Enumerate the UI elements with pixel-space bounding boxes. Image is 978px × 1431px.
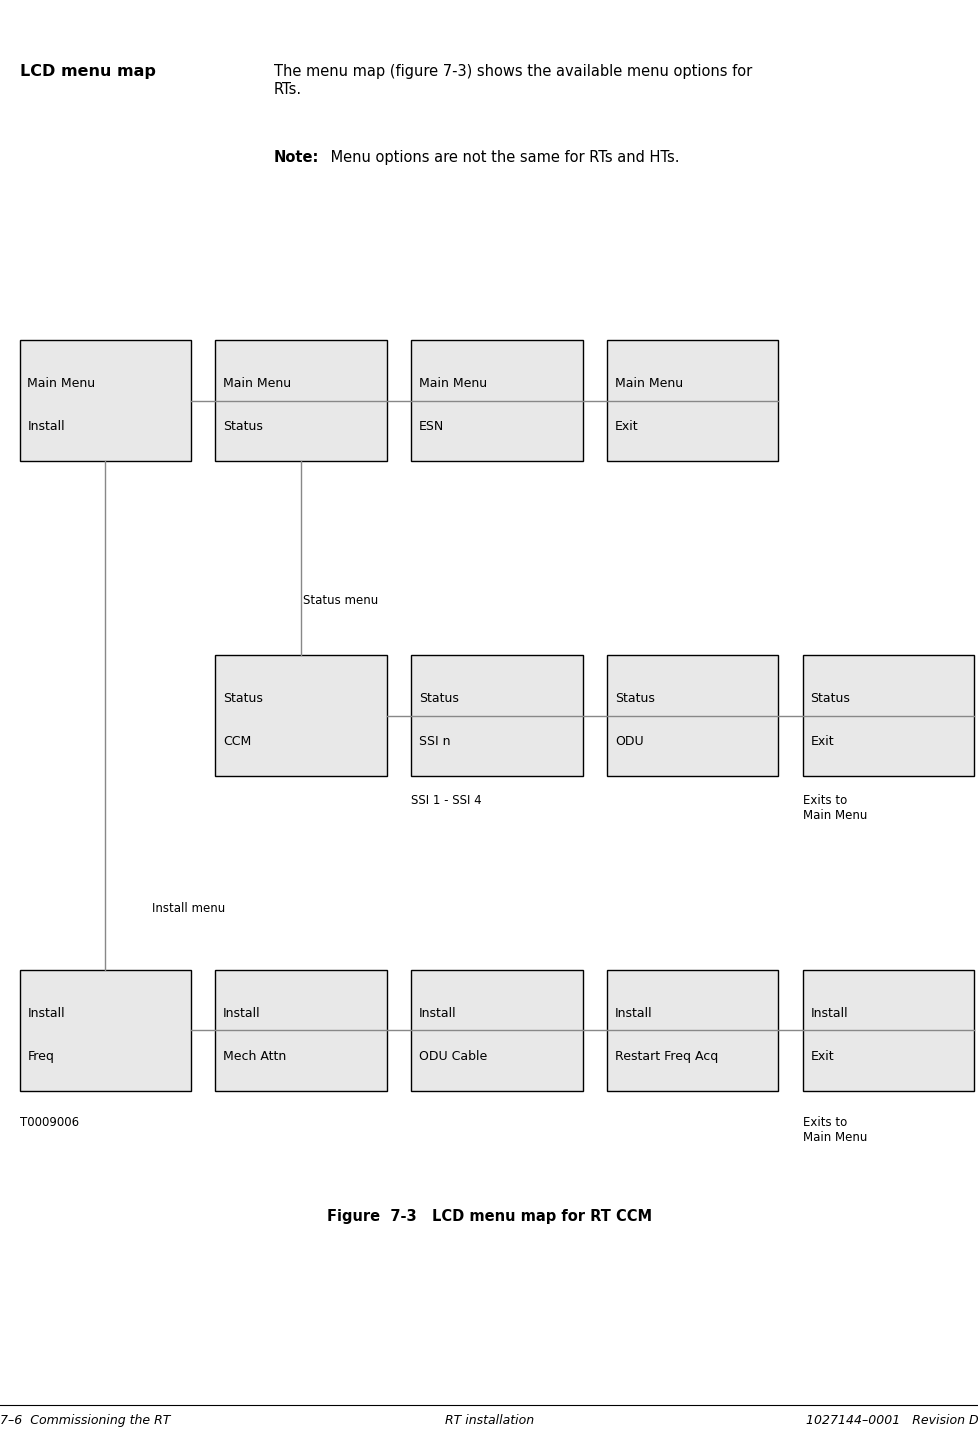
FancyBboxPatch shape	[215, 341, 386, 462]
Text: Status: Status	[419, 691, 459, 705]
Text: Exits to
Main Menu: Exits to Main Menu	[802, 794, 867, 823]
Text: Install: Install	[27, 419, 65, 434]
Text: Exit: Exit	[810, 734, 833, 748]
Text: Menu options are not the same for RTs and HTs.: Menu options are not the same for RTs an…	[326, 150, 679, 165]
Text: Status menu: Status menu	[303, 594, 378, 607]
Text: 1027144–0001   Revision D: 1027144–0001 Revision D	[806, 1414, 978, 1427]
Text: Install: Install	[27, 1006, 65, 1020]
Text: RT installation: RT installation	[444, 1414, 534, 1427]
Text: Restart Freq Acq: Restart Freq Acq	[614, 1049, 717, 1063]
Text: Install: Install	[810, 1006, 847, 1020]
Text: Main Menu: Main Menu	[419, 376, 487, 391]
Text: Freq: Freq	[27, 1049, 54, 1063]
FancyBboxPatch shape	[411, 655, 582, 776]
Text: SSI 1 - SSI 4: SSI 1 - SSI 4	[411, 794, 481, 807]
Text: ODU Cable: ODU Cable	[419, 1049, 487, 1063]
Text: Exits to
Main Menu: Exits to Main Menu	[802, 1116, 867, 1145]
Text: ESN: ESN	[419, 419, 444, 434]
Text: ODU: ODU	[614, 734, 643, 748]
Text: Install: Install	[419, 1006, 456, 1020]
Text: Note:: Note:	[274, 150, 319, 165]
Text: Main Menu: Main Menu	[223, 376, 291, 391]
Text: T0009006: T0009006	[20, 1116, 78, 1129]
FancyBboxPatch shape	[606, 655, 778, 776]
Text: Status: Status	[223, 419, 263, 434]
FancyBboxPatch shape	[215, 655, 386, 776]
Text: CCM: CCM	[223, 734, 251, 748]
FancyBboxPatch shape	[20, 970, 191, 1090]
Text: Main Menu: Main Menu	[614, 376, 683, 391]
FancyBboxPatch shape	[802, 970, 973, 1090]
Text: Install: Install	[614, 1006, 651, 1020]
Text: Status: Status	[810, 691, 850, 705]
FancyBboxPatch shape	[20, 341, 191, 462]
Text: Exit: Exit	[810, 1049, 833, 1063]
FancyBboxPatch shape	[411, 341, 582, 462]
FancyBboxPatch shape	[802, 655, 973, 776]
FancyBboxPatch shape	[411, 970, 582, 1090]
Text: 7–6  Commissioning the RT: 7–6 Commissioning the RT	[0, 1414, 170, 1427]
Text: Status: Status	[614, 691, 654, 705]
Text: Status: Status	[223, 691, 263, 705]
FancyBboxPatch shape	[215, 970, 386, 1090]
Text: Install menu: Install menu	[152, 902, 225, 914]
Text: Main Menu: Main Menu	[27, 376, 96, 391]
Text: Install: Install	[223, 1006, 260, 1020]
FancyBboxPatch shape	[606, 970, 778, 1090]
Text: Mech Attn: Mech Attn	[223, 1049, 287, 1063]
Text: LCD menu map: LCD menu map	[20, 64, 156, 79]
Text: The menu map (figure 7-3) shows the available menu options for
RTs.: The menu map (figure 7-3) shows the avai…	[274, 64, 752, 97]
Text: Figure  7-3   LCD menu map for RT CCM: Figure 7-3 LCD menu map for RT CCM	[327, 1209, 651, 1224]
Text: SSI n: SSI n	[419, 734, 450, 748]
Text: Exit: Exit	[614, 419, 638, 434]
FancyBboxPatch shape	[606, 341, 778, 462]
